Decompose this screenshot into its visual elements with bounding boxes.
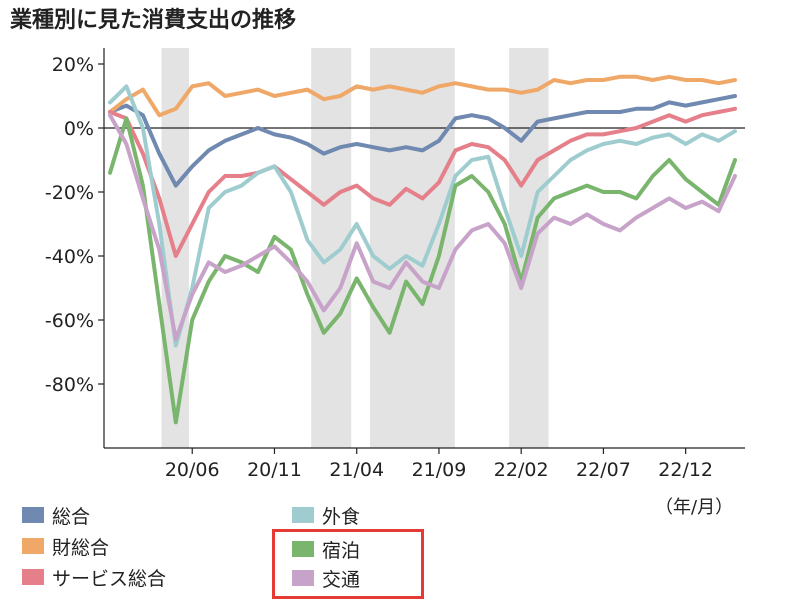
y-tick-label: -80% [45,374,94,396]
x-tick-label: 21/04 [329,459,384,481]
y-tick-label: -60% [45,310,94,332]
legend-label: 財総合 [52,536,110,559]
tick-labels: 20% 0% -20% -40% -60% -80% 20/06 20/11 21/04 21/0… [45,54,713,481]
legend-item-lodging: 宿泊 [292,537,361,562]
x-tick-label: 22/07 [576,459,631,481]
legend-swatch [292,541,314,557]
y-tick-label: -40% [45,246,94,268]
legend-item-total: 総合 [22,503,91,528]
series-line-3 [108,84,737,348]
series-line-5 [108,113,737,342]
series-line-0 [108,94,737,188]
legend-item-goods: 財総合 [22,534,110,559]
x-tick-label: 22/12 [658,459,713,481]
series-line-4 [108,116,737,425]
series-lines [108,74,737,425]
legend-swatch [22,507,44,523]
legend-label: 宿泊 [322,539,361,562]
legend-label: サービス総合 [52,567,167,590]
x-tick-label: 22/02 [494,459,549,481]
series-line-2 [108,106,737,258]
legend-swatch [22,569,44,585]
chart-title: 業種別に見た消費支出の推移 [10,8,297,33]
shaded-period [311,48,352,448]
legend-swatch [292,507,314,523]
y-tick-label: 0% [64,118,94,140]
legend-item-services: サービス総合 [22,565,167,590]
x-tick-label: 20/06 [165,459,220,481]
legend-item-dining: 外食 [292,503,361,528]
x-tick-label: 20/11 [247,459,302,481]
legend-item-transport: 交通 [292,566,361,591]
series-line-1 [108,74,737,118]
legend-swatch [22,538,44,554]
legend-label: 交通 [322,568,361,591]
legend-label: 外食 [322,505,361,528]
x-tick-label: 21/09 [412,459,467,481]
legend-swatch [292,570,314,586]
legend-label: 総合 [52,505,91,528]
highlight-box [272,529,424,599]
y-tick-label: 20% [52,54,94,76]
x-axis-unit-label: （年/月） [655,497,734,518]
y-tick-label: -20% [45,182,94,204]
